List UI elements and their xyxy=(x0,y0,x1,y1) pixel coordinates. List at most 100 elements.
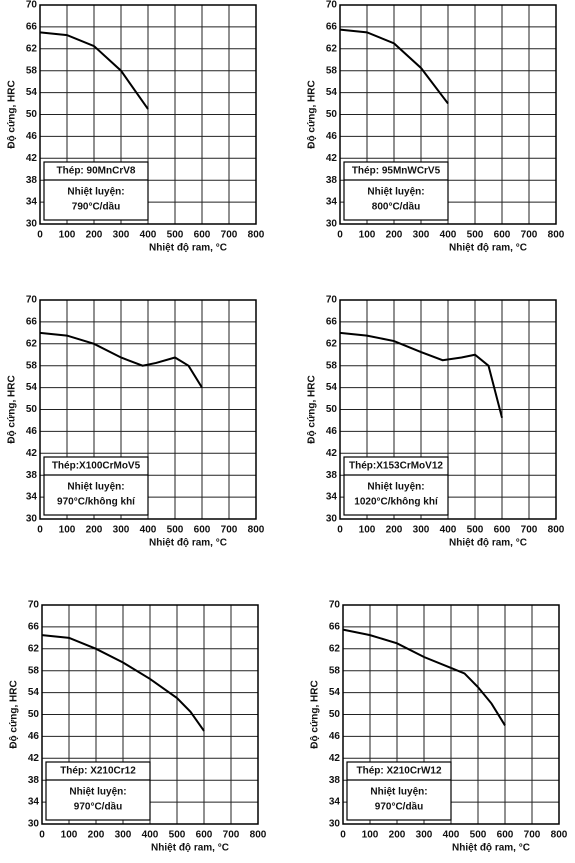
y-tick-label: 70 xyxy=(28,600,40,611)
y-tick-label: 50 xyxy=(326,109,338,120)
y-tick-label: 34 xyxy=(326,492,338,503)
x-tick-label: 700 xyxy=(521,525,538,536)
plot-frame xyxy=(39,299,257,520)
note-box xyxy=(43,161,149,221)
note-treatment: Nhiệt luyện: xyxy=(370,787,427,798)
y-tick-label: 66 xyxy=(329,622,341,633)
note-steel: Thép:X153CrMoV12 xyxy=(349,461,443,472)
y-tick-label: 62 xyxy=(28,643,40,654)
y-tick-label: 66 xyxy=(326,317,338,328)
x-tick-label: 100 xyxy=(359,525,376,536)
x-tick-label: 600 xyxy=(194,230,211,241)
note-treatment: Nhiệt luyện: xyxy=(367,187,424,198)
x-axis-label: Nhiệt độ ram, °C xyxy=(151,843,229,854)
x-tick-label: 0 xyxy=(39,830,45,841)
note-steel: Thép: 95MnWCrV5 xyxy=(352,166,441,177)
y-tick-label: 46 xyxy=(329,731,341,742)
hardness-curve xyxy=(39,31,149,110)
note-treatment: Nhiệt luyện: xyxy=(367,482,424,493)
x-tick-label: 400 xyxy=(142,830,159,841)
hardness-curve xyxy=(339,28,449,105)
x-tick-label: 800 xyxy=(248,525,265,536)
x-axis-label: Nhiệt độ ram, °C xyxy=(449,243,527,254)
x-tick-label: 800 xyxy=(548,230,565,241)
note-steel: Thép: X210CrW12 xyxy=(356,766,441,777)
y-tick-label: 50 xyxy=(26,109,38,120)
y-tick-label: 66 xyxy=(26,317,38,328)
y-tick-label: 58 xyxy=(28,665,40,676)
x-tick-label: 0 xyxy=(337,230,343,241)
y-axis-label: Độ cứng, HRC xyxy=(7,375,18,443)
y-tick-label: 42 xyxy=(326,448,338,459)
x-tick-label: 500 xyxy=(467,230,484,241)
x-tick-label: 800 xyxy=(548,525,565,536)
y-tick-label: 70 xyxy=(329,600,341,611)
y-tick-label: 50 xyxy=(329,709,341,720)
hardness-curve xyxy=(339,331,503,418)
y-tick-label: 70 xyxy=(26,0,38,11)
y-tick-label: 70 xyxy=(326,0,338,11)
x-axis-label: Nhiệt độ ram, °C xyxy=(149,538,227,549)
x-tick-label: 200 xyxy=(88,830,105,841)
x-tick-label: 100 xyxy=(61,830,78,841)
y-tick-label: 54 xyxy=(28,687,40,698)
x-axis-label: Nhiệt độ ram, °C xyxy=(149,243,227,254)
x-tick-label: 700 xyxy=(524,830,541,841)
x-tick-label: 600 xyxy=(196,830,213,841)
y-tick-label: 46 xyxy=(326,426,338,437)
x-tick-label: 400 xyxy=(443,830,460,841)
note-steel: Thép:X100CrMoV5 xyxy=(52,461,141,472)
x-tick-label: 800 xyxy=(250,830,267,841)
y-tick-label: 46 xyxy=(26,131,38,142)
note-treatment: Nhiệt luyện: xyxy=(67,482,124,493)
y-tick-label: 70 xyxy=(326,295,338,306)
y-tick-label: 42 xyxy=(26,153,38,164)
x-tick-label: 100 xyxy=(59,525,76,536)
plot-frame xyxy=(339,299,557,520)
plot-frame xyxy=(41,604,259,825)
note-steel: Thép: X210Cr12 xyxy=(60,766,136,777)
y-tick-label: 58 xyxy=(26,360,38,371)
y-tick-label: 30 xyxy=(26,514,38,525)
x-tick-label: 700 xyxy=(521,230,538,241)
x-tick-label: 0 xyxy=(37,230,43,241)
x-tick-label: 600 xyxy=(494,525,511,536)
x-tick-label: 500 xyxy=(167,525,184,536)
y-tick-label: 50 xyxy=(28,709,40,720)
y-tick-label: 42 xyxy=(28,753,40,764)
note-treatment: 970°C/dầu xyxy=(74,801,122,813)
note-treatment: 970°C/dầu xyxy=(375,801,423,813)
y-tick-label: 54 xyxy=(26,87,38,98)
note-treatment: 790°C/dầu xyxy=(72,201,120,213)
y-tick-label: 38 xyxy=(26,175,38,186)
y-tick-label: 58 xyxy=(326,360,338,371)
y-tick-label: 46 xyxy=(326,131,338,142)
y-tick-label: 62 xyxy=(326,43,338,54)
x-tick-label: 300 xyxy=(416,830,433,841)
x-tick-label: 700 xyxy=(221,525,238,536)
y-tick-label: 34 xyxy=(26,197,38,208)
x-tick-label: 300 xyxy=(413,230,430,241)
y-tick-label: 46 xyxy=(28,731,40,742)
note-treatment: 1020°C/không khí xyxy=(354,497,439,508)
x-tick-label: 300 xyxy=(113,230,130,241)
note-box xyxy=(343,161,449,221)
x-axis-label: Nhiệt độ ram, °C xyxy=(449,538,527,549)
x-tick-label: 100 xyxy=(362,830,379,841)
y-tick-label: 62 xyxy=(26,338,38,349)
x-tick-label: 600 xyxy=(494,230,511,241)
y-axis-label: Độ cứng, HRC xyxy=(7,80,18,148)
plot-frame xyxy=(342,604,560,825)
x-tick-label: 500 xyxy=(169,830,186,841)
x-tick-label: 200 xyxy=(86,230,103,241)
x-tick-label: 200 xyxy=(386,525,403,536)
x-tick-label: 400 xyxy=(140,230,157,241)
x-tick-label: 400 xyxy=(440,525,457,536)
x-axis-label: Nhiệt độ ram, °C xyxy=(452,843,530,854)
y-tick-label: 42 xyxy=(326,153,338,164)
y-tick-label: 30 xyxy=(28,819,40,830)
y-tick-label: 34 xyxy=(28,797,40,808)
x-tick-label: 400 xyxy=(140,525,157,536)
y-axis-label: Độ cứng, HRC xyxy=(307,375,318,443)
y-axis-label: Độ cứng, HRC xyxy=(307,80,318,148)
